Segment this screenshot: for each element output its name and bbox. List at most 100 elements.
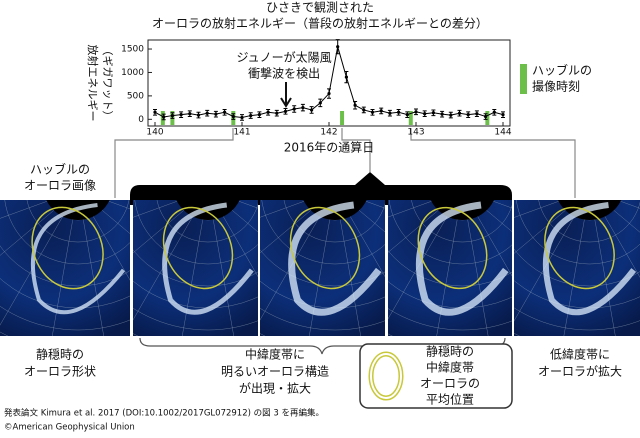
data-point xyxy=(423,112,427,116)
data-point xyxy=(431,111,435,115)
aurora-image xyxy=(0,200,130,336)
mean-ring xyxy=(162,206,234,290)
caption: オーロラが拡大 xyxy=(538,364,622,379)
grid-spoke xyxy=(480,0,590,190)
grid-ring xyxy=(388,308,512,331)
aurora-oval xyxy=(30,203,126,315)
ring-legend-label: 静穏時の xyxy=(426,345,474,359)
aurora-oval xyxy=(162,202,254,315)
grid-spoke xyxy=(340,200,385,278)
grid-spoke xyxy=(563,200,589,336)
y-tick-label: 1500 xyxy=(121,45,144,55)
grid-spoke xyxy=(388,200,451,253)
data-point xyxy=(344,75,348,79)
data-point xyxy=(292,107,296,111)
grid-ring xyxy=(514,307,640,331)
grid-ring xyxy=(283,200,385,243)
grid-spoke xyxy=(590,49,640,190)
caption: 明るいオーロラ構造 xyxy=(221,365,329,379)
data-point xyxy=(484,114,488,119)
grid-ring xyxy=(388,200,512,265)
grid-spoke xyxy=(133,200,182,218)
x-tick-label: 140 xyxy=(146,128,163,138)
data-point xyxy=(301,106,305,110)
caption: 中緯度帯に xyxy=(245,347,305,362)
data-point xyxy=(388,111,392,115)
grid-spoke xyxy=(514,200,585,322)
x-tick-label: 143 xyxy=(407,128,424,138)
sky xyxy=(0,200,130,336)
data-point xyxy=(257,113,261,117)
y-tick-label: 500 xyxy=(127,91,144,101)
grid-spoke xyxy=(133,200,203,321)
grid-spoke xyxy=(590,0,640,190)
y-axis-label: （ギガワット） xyxy=(101,45,114,122)
aurora-oval xyxy=(288,201,382,316)
data-point xyxy=(188,112,192,116)
caption: 低緯度帯に xyxy=(550,347,610,362)
grid-spoke xyxy=(89,200,130,234)
data-point xyxy=(449,113,453,117)
chart-title: ひさきで観測された xyxy=(266,1,374,15)
grid-spoke xyxy=(0,200,52,219)
grid-ring xyxy=(0,305,130,331)
grid-spoke xyxy=(260,200,309,218)
data-point xyxy=(179,113,183,117)
aurora-oval xyxy=(415,201,509,316)
grid-ring xyxy=(0,245,130,287)
grid-spoke xyxy=(182,200,207,336)
data-point xyxy=(501,113,505,117)
data-point xyxy=(362,108,366,112)
annotation: 衝撃波を検出 xyxy=(248,66,320,81)
data-point xyxy=(283,109,288,113)
grid-spoke xyxy=(335,49,504,190)
data-point xyxy=(240,115,244,120)
grid-spoke xyxy=(473,200,512,232)
data-point xyxy=(397,110,401,114)
x-tick-label: 141 xyxy=(233,128,250,138)
aurora-image xyxy=(260,49,504,336)
grid-spoke xyxy=(514,200,579,254)
hubble-time xyxy=(340,111,345,125)
grid-ring xyxy=(133,307,258,331)
grid-ring xyxy=(388,250,512,287)
y-axis-label: 放射エネルギー xyxy=(86,45,100,122)
data-point xyxy=(379,109,383,113)
data-point xyxy=(231,114,235,119)
grid-spoke xyxy=(361,200,385,209)
aurora-images xyxy=(0,0,640,336)
grid-spoke xyxy=(388,200,457,320)
x-tick-label: 144 xyxy=(494,128,511,138)
data-point xyxy=(475,112,479,116)
y-tick-label: 0 xyxy=(138,115,144,125)
x-axis-label: 2016年の通算日 xyxy=(284,140,375,155)
data-point xyxy=(492,110,496,114)
data-point xyxy=(414,110,418,114)
grid-spoke xyxy=(52,200,77,336)
data-point xyxy=(353,103,357,107)
grid-ring xyxy=(538,200,640,243)
data-point xyxy=(466,113,470,117)
grid-ring xyxy=(156,200,258,243)
data-point xyxy=(214,112,218,116)
juno-arrow xyxy=(280,82,292,108)
credit: ©American Geophysical Union xyxy=(4,423,135,433)
image-label: オーロラ画像 xyxy=(24,179,96,193)
grid-ring xyxy=(260,249,385,287)
grid-ring xyxy=(26,200,130,243)
x-tick-label: 142 xyxy=(320,128,337,138)
grid-spoke xyxy=(514,200,563,218)
grid-spoke xyxy=(601,200,640,233)
bracket xyxy=(130,172,512,205)
y-tick-label: 1000 xyxy=(121,68,144,78)
grid-spoke xyxy=(213,200,258,278)
data-point xyxy=(318,101,322,105)
data-point xyxy=(440,112,444,116)
grid-spoke xyxy=(595,200,640,278)
grid-spoke xyxy=(489,200,512,209)
grid-ring xyxy=(134,200,258,265)
grid-ring xyxy=(516,200,640,265)
data-point xyxy=(223,110,227,114)
mean-ring xyxy=(289,206,361,290)
